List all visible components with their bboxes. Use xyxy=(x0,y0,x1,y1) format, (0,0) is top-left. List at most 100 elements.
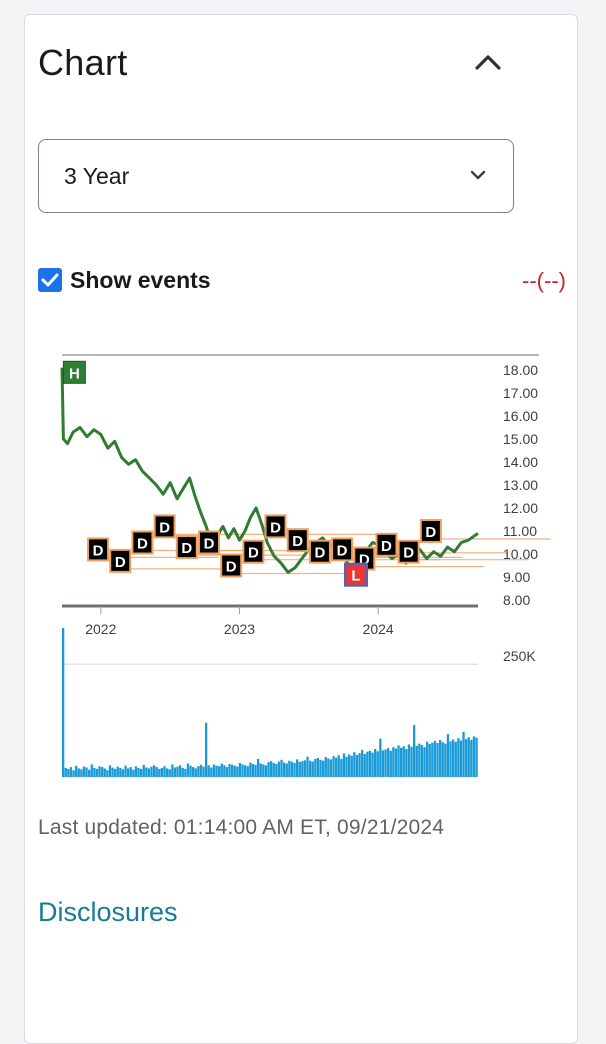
volume-bar xyxy=(400,747,403,777)
dividend-event-marker[interactable]: D xyxy=(131,530,154,555)
volume-bar xyxy=(173,767,177,777)
dividend-event-marker[interactable]: D xyxy=(419,519,442,543)
volume-bar xyxy=(288,760,291,777)
volume-bar xyxy=(218,766,221,777)
volume-bar xyxy=(124,765,127,777)
volume-bar xyxy=(376,751,379,777)
volume-bar xyxy=(93,768,96,777)
volume-bar xyxy=(459,740,463,777)
dividend-event-marker[interactable]: D xyxy=(264,514,287,539)
event-marker-label: D xyxy=(115,554,126,571)
volume-bar xyxy=(142,764,145,777)
event-marker-label: D xyxy=(359,552,370,569)
x-tick-label: 2023 xyxy=(224,621,255,637)
volume-bar xyxy=(254,764,257,777)
y-tick-label: 10.00 xyxy=(503,546,538,562)
volume-bar xyxy=(423,747,426,777)
dividend-event-marker[interactable]: D xyxy=(375,532,398,557)
event-marker-box xyxy=(131,530,154,555)
volume-bar xyxy=(223,765,226,777)
volume-bar xyxy=(332,756,335,777)
volume-bar xyxy=(127,768,130,777)
dividend-event-marker[interactable]: D xyxy=(220,553,243,578)
volume-bar xyxy=(277,761,281,777)
volume-bar xyxy=(405,749,408,777)
y-tick-label: 8.00 xyxy=(503,592,530,608)
volume-bar xyxy=(290,761,294,777)
chevron-up-icon xyxy=(475,55,501,70)
volume-bar xyxy=(384,749,387,777)
volume-bar xyxy=(257,758,260,777)
volume-bar xyxy=(374,749,377,777)
y-tick-label: 13.00 xyxy=(503,477,538,493)
volume-bar xyxy=(470,740,473,777)
range-select-value: 3 Year xyxy=(64,163,130,189)
dividend-event-marker[interactable]: D xyxy=(331,537,354,562)
volume-bar xyxy=(361,749,364,777)
volume-bar xyxy=(116,766,119,777)
volume-bar xyxy=(199,764,203,777)
volume-bar xyxy=(192,767,195,777)
volume-bar xyxy=(314,758,317,777)
volume-bar xyxy=(153,765,156,777)
dividend-event-marker[interactable]: D xyxy=(87,537,110,562)
price-chart[interactable]: 18.00 17.00 16.00 15.00 14.00 13.00 12.00 11.00… xyxy=(0,0,606,800)
volume-bar xyxy=(132,769,135,777)
show-events-checkbox[interactable] xyxy=(38,268,62,292)
volume-bar xyxy=(475,737,478,777)
volume-bar xyxy=(189,765,192,777)
dividend-event-marker[interactable]: D xyxy=(153,514,176,539)
volume-bar xyxy=(431,742,434,777)
event-marker-label: D xyxy=(248,545,259,562)
volume-bar xyxy=(472,736,476,777)
event-marker-label: D xyxy=(93,542,104,559)
dividend-event-marker[interactable]: D xyxy=(286,528,309,553)
volume-bar xyxy=(337,755,340,777)
volume-bar xyxy=(121,769,125,777)
collapse-button[interactable] xyxy=(472,48,504,76)
volume-bar xyxy=(275,763,278,777)
event-marker-box xyxy=(109,548,132,573)
volume-bar xyxy=(348,754,351,777)
volume-bar xyxy=(168,769,171,777)
volume-bar xyxy=(210,767,213,777)
volume-bar xyxy=(306,756,309,777)
volume-bar xyxy=(249,762,252,777)
volume-bar xyxy=(150,766,153,777)
volume-bar xyxy=(85,767,88,777)
volume-bar xyxy=(184,768,187,777)
volume-bar xyxy=(205,722,208,777)
volume-bar xyxy=(267,762,270,777)
low-marker-label: L xyxy=(351,568,360,585)
volume-bar xyxy=(137,768,140,777)
event-marker-box xyxy=(308,539,331,564)
volume-bar xyxy=(64,768,67,777)
dividend-event-marker[interactable]: D xyxy=(308,539,331,564)
volume-bar xyxy=(106,770,109,777)
volume-bar xyxy=(114,768,117,777)
show-events-toggle[interactable]: Show events xyxy=(38,265,211,295)
high-marker: H xyxy=(62,360,86,384)
volume-bar xyxy=(298,762,301,777)
volume-bar xyxy=(181,768,184,777)
volume-bar xyxy=(285,763,288,777)
y-tick-label: 11.00 xyxy=(503,523,537,539)
volume-bar xyxy=(418,743,421,777)
y-tick-label: 9.00 xyxy=(503,569,530,585)
dividend-event-marker[interactable]: D xyxy=(175,535,198,560)
volume-bar xyxy=(303,760,307,777)
dividend-event-marker[interactable]: D xyxy=(397,539,420,564)
volume-bar xyxy=(176,766,179,777)
volume-bar xyxy=(186,763,190,777)
volume-bar xyxy=(309,760,312,777)
dividend-event-marker[interactable]: D xyxy=(197,530,220,555)
volume-bar xyxy=(212,764,216,777)
disclosures-link[interactable]: Disclosures xyxy=(38,897,178,927)
range-select[interactable]: 3 Year xyxy=(38,139,514,213)
volume-bar xyxy=(62,628,65,777)
dividend-event-marker[interactable]: D xyxy=(242,539,265,564)
volume-bar xyxy=(145,767,148,777)
event-marker-box xyxy=(153,514,176,539)
volume-bar xyxy=(319,759,322,777)
dividend-event-marker[interactable]: D xyxy=(109,548,132,573)
